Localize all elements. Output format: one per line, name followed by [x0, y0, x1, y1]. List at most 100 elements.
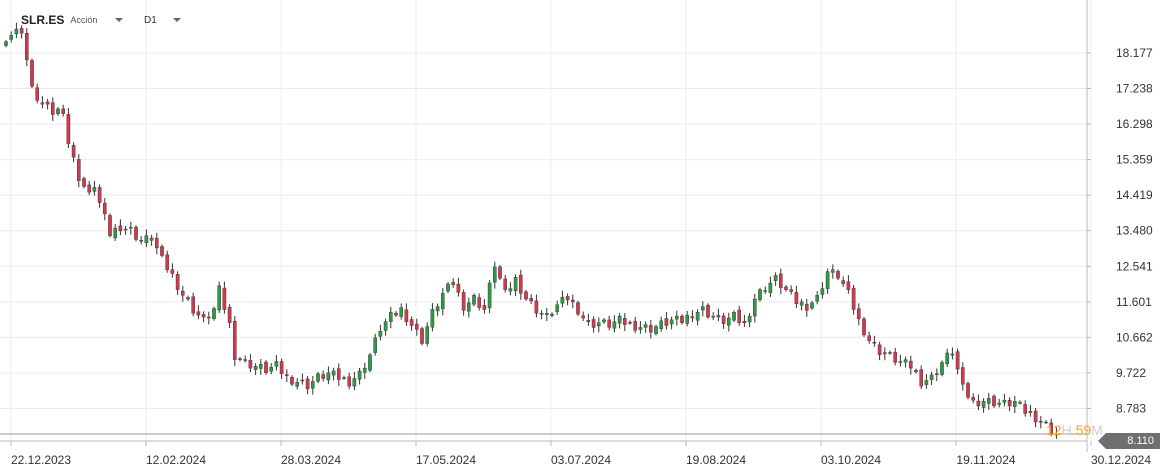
candle-body	[14, 28, 19, 35]
candle-body	[1038, 421, 1043, 423]
time-axis[interactable]: 22.12.2023 12.02.2024 28.03.2024 17.05.2024…	[10, 441, 1151, 467]
candle-body	[799, 301, 804, 306]
candle-countdown: 12H 59M	[1046, 422, 1103, 438]
symbol-selector[interactable]: SLR.ES Acción	[21, 12, 124, 28]
candle-body	[170, 269, 175, 274]
candle-body	[586, 320, 591, 322]
y-tick-label: 14.419	[1116, 188, 1153, 202]
candle-body	[628, 322, 632, 324]
candle-body	[820, 288, 825, 295]
candle-body	[87, 184, 91, 193]
y-tick-label: 15.359	[1116, 153, 1153, 167]
candle-body	[867, 335, 871, 341]
candle-body	[903, 359, 908, 363]
candle-body	[602, 319, 606, 323]
candle-body	[898, 361, 903, 363]
candle-body	[815, 295, 819, 302]
candle-body	[883, 352, 887, 355]
x-tick-label: 19.11.2024	[956, 453, 1015, 467]
price-axis[interactable]: 18.177 17.238 16.298 15.359 14.419 13.480 12.5…	[1087, 46, 1153, 415]
candle-body	[51, 102, 55, 115]
candle-body	[612, 321, 617, 329]
candle-body	[534, 300, 539, 314]
candle-body	[165, 254, 170, 270]
candle-body	[825, 271, 830, 289]
candle-body	[134, 226, 138, 240]
candle-body	[352, 378, 357, 387]
candle-body	[680, 315, 684, 323]
candle-body	[201, 314, 206, 318]
y-tick-label: 11.601	[1116, 295, 1152, 309]
candle-body	[877, 344, 882, 356]
candle-body	[40, 102, 45, 105]
candle-body	[144, 235, 149, 244]
candle-body	[649, 325, 653, 333]
candle-body	[295, 382, 300, 387]
candle-body	[950, 353, 955, 356]
candle-body	[409, 319, 414, 326]
candle-body	[1013, 401, 1017, 407]
y-tick-label: 16.298	[1116, 117, 1153, 131]
candle-body	[929, 374, 934, 380]
candle-body	[576, 302, 580, 315]
candle-body	[581, 315, 585, 319]
candle-body	[82, 178, 86, 187]
candle-body	[1028, 411, 1033, 413]
candle-body	[123, 228, 128, 231]
candle-body	[711, 316, 715, 318]
candle-body	[175, 274, 180, 290]
candle-body	[945, 352, 949, 365]
candle-body	[35, 87, 39, 101]
candle-body	[721, 315, 726, 324]
candle-body	[992, 395, 996, 407]
candle-body	[404, 309, 409, 322]
x-tick-label: 28.03.2024	[281, 453, 341, 467]
candle-body	[97, 187, 102, 203]
candle-body	[66, 114, 71, 145]
candle-body	[128, 226, 133, 229]
candle-body	[113, 227, 117, 239]
candle-body	[378, 331, 383, 337]
candle-body	[25, 33, 29, 60]
x-tick-label: 17.05.2024	[416, 453, 476, 467]
candle-body	[524, 291, 528, 300]
candle-body	[1049, 422, 1053, 434]
candle-body	[513, 277, 518, 292]
candle-body	[914, 370, 918, 373]
candle-body	[654, 326, 658, 334]
countdown-hours: 12	[1046, 422, 1062, 438]
candle-body	[539, 313, 544, 315]
timeframe-selector[interactable]: D1	[144, 12, 181, 28]
candle-body	[160, 246, 164, 256]
candle-body	[695, 312, 700, 321]
candle-body	[508, 288, 513, 292]
candle-body	[9, 35, 14, 40]
candle-body	[311, 381, 315, 389]
candle-body	[555, 304, 559, 313]
candle-body	[227, 306, 232, 323]
candle-body	[212, 308, 216, 319]
candle-body	[4, 41, 8, 46]
candle-body	[363, 367, 367, 373]
timeframe-label: D1	[144, 14, 157, 26]
candle-body	[279, 361, 284, 374]
candle-body	[659, 320, 663, 329]
candle-body	[415, 323, 419, 330]
candle-body	[841, 280, 845, 285]
candle-body	[222, 287, 227, 310]
countdown-minutes: 59	[1075, 422, 1092, 438]
candle-body	[1018, 401, 1022, 404]
candle-body	[623, 318, 627, 325]
candle-body	[232, 320, 237, 360]
candle-body	[357, 370, 362, 380]
candle-body	[373, 337, 378, 353]
x-tick-label: 30.12.2024	[1091, 453, 1151, 467]
y-tick-label: 12.541	[1116, 259, 1153, 273]
candle-body	[487, 282, 492, 309]
candle-body	[19, 28, 24, 34]
candle-body	[633, 320, 637, 331]
candle-body	[810, 302, 814, 309]
candle-body	[76, 159, 81, 181]
candle-body	[61, 108, 65, 114]
